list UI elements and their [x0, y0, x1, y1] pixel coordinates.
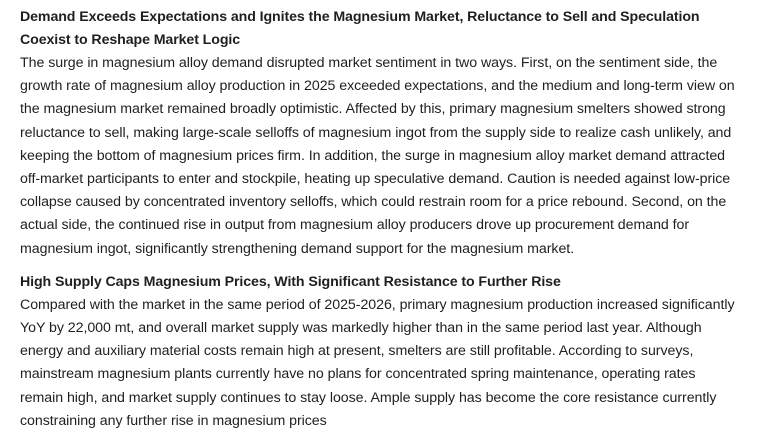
section-heading: High Supply Caps Magnesium Prices, With … — [20, 273, 561, 290]
section-paragraph: The surge in magnesium alloy demand disr… — [20, 55, 735, 257]
section-supply: High Supply Caps Magnesium Prices, With … — [20, 271, 740, 433]
section-paragraph: Compared with the market in the same per… — [20, 296, 735, 429]
section-heading: Demand Exceeds Expectations and Ignites … — [20, 9, 700, 48]
section-demand: Demand Exceeds Expectations and Ignites … — [20, 6, 740, 261]
